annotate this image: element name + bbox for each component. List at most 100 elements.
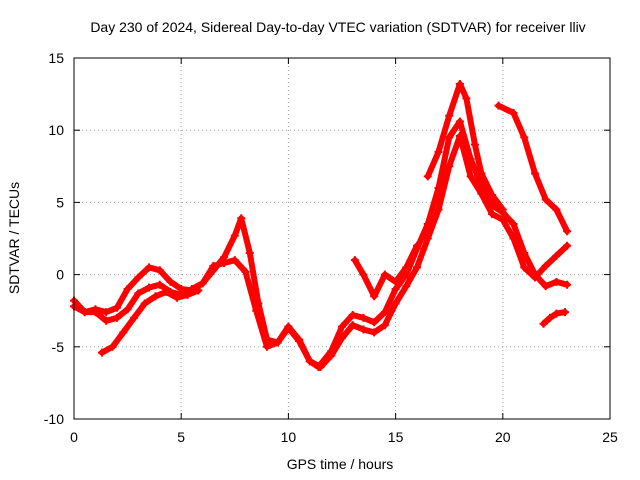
data-point: [462, 94, 471, 103]
data-point: [541, 195, 550, 204]
data-point: [488, 191, 497, 200]
data-point: [402, 282, 411, 291]
data-point: [391, 285, 400, 294]
series-trace-2: [70, 131, 572, 372]
data-point: [348, 311, 357, 320]
plot-frame: [73, 57, 611, 420]
x-tick-label: 10: [281, 429, 297, 445]
series-trace-3: [97, 286, 203, 357]
data-point: [91, 308, 100, 317]
x-tick-label: 20: [495, 429, 511, 445]
data-point: [80, 308, 89, 317]
x-tick-label: 15: [388, 429, 404, 445]
data-point: [391, 299, 400, 308]
data-point: [380, 270, 389, 279]
data-point: [520, 263, 529, 272]
series-line: [71, 118, 571, 370]
data-point: [494, 101, 503, 110]
data-point: [413, 241, 422, 250]
data-point: [140, 299, 149, 308]
data-point: [145, 263, 154, 272]
data-point: [445, 133, 454, 142]
data-point: [97, 348, 106, 357]
data-point: [466, 172, 475, 181]
data-point: [123, 305, 132, 314]
series-trace-1: [70, 117, 572, 372]
data-point: [350, 256, 359, 265]
data-point: [130, 313, 139, 322]
data-point: [370, 318, 379, 327]
data-point: [560, 308, 569, 317]
data-point: [509, 234, 518, 243]
data-point: [488, 209, 497, 218]
data-point: [112, 313, 121, 322]
data-point: [284, 322, 293, 331]
data-point: [162, 287, 171, 296]
data-point: [563, 241, 572, 250]
series-trace-5: [423, 79, 507, 214]
data-point: [230, 231, 239, 240]
data-point: [539, 319, 548, 328]
data-point: [209, 261, 218, 270]
data-point: [434, 205, 443, 214]
data-point: [102, 308, 111, 317]
data-point: [552, 277, 561, 286]
y-axis-label: SDTVAR / TECUs: [6, 182, 22, 294]
data-point: [155, 266, 164, 275]
data-point: [455, 117, 464, 126]
data-point: [112, 303, 121, 312]
data-point: [552, 309, 561, 318]
series-trace-4: [350, 241, 422, 301]
data-point: [541, 282, 550, 291]
y-tick-label: 5: [56, 194, 64, 210]
data-point: [119, 328, 128, 337]
data-point: [155, 280, 164, 289]
grid-lines: [74, 58, 610, 419]
data-point: [172, 293, 181, 302]
data-point: [402, 263, 411, 272]
data-point: [359, 270, 368, 279]
data-point: [541, 261, 550, 270]
data-point: [552, 205, 561, 214]
data-point: [391, 277, 400, 286]
y-tick-label: -5: [52, 339, 65, 355]
data-point: [477, 169, 486, 178]
data-point: [134, 289, 143, 298]
data-point: [509, 108, 518, 117]
data-point: [477, 189, 486, 198]
chart-title: Day 230 of 2024, Sidereal Day-to-day VTE…: [90, 19, 585, 35]
data-point: [102, 316, 111, 325]
data-point: [305, 357, 314, 366]
data-point: [338, 334, 346, 343]
data-point: [552, 251, 561, 260]
series-line: [71, 133, 571, 370]
data-point: [359, 325, 368, 334]
data-point: [470, 140, 479, 149]
data-point: [123, 285, 132, 294]
data-point: [563, 280, 572, 289]
data-point: [380, 321, 389, 330]
x-tick-label: 25: [602, 429, 618, 445]
data-point: [245, 248, 254, 257]
data-point: [423, 234, 432, 243]
data-point: [370, 292, 379, 301]
data-point: [434, 147, 443, 156]
data-point: [445, 111, 454, 120]
data-point: [509, 220, 518, 229]
series-line: [98, 287, 202, 356]
series-trace-7: [539, 308, 569, 328]
data-point: [498, 215, 507, 224]
data-point: [316, 363, 325, 372]
data-point: [237, 214, 246, 223]
data-point: [359, 313, 368, 322]
axis-ticks: 0 5 10 15 20 25 -10 -5 0 5 10 15: [44, 50, 618, 445]
data-point: [262, 342, 271, 351]
data-point: [220, 259, 229, 268]
data-point: [530, 273, 539, 282]
data-point: [338, 322, 346, 331]
data-point: [370, 328, 379, 337]
x-axis-label: GPS time / hours: [287, 456, 394, 472]
data-point: [151, 292, 160, 301]
data-point: [145, 283, 154, 292]
x-tick-label: 0: [70, 429, 78, 445]
